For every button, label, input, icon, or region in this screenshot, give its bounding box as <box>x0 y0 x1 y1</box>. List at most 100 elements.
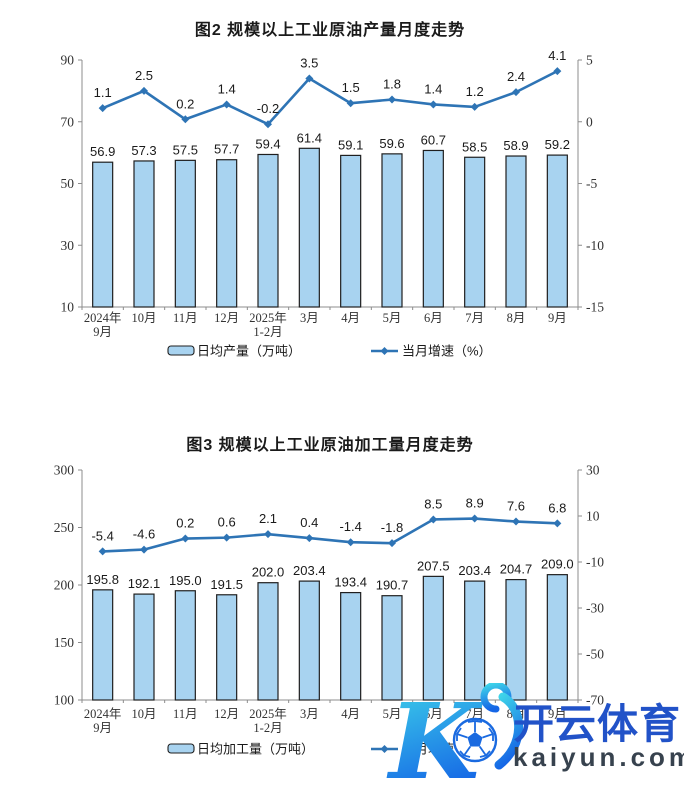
bar-value-label: 61.4 <box>297 130 322 145</box>
line-point-marker <box>429 515 438 524</box>
bar <box>92 161 114 308</box>
bar-value-label: 59.6 <box>379 136 404 151</box>
legend-bar-label: 日均产量（万吨） <box>197 344 301 359</box>
figure3-title: 图3 规模以上工业原油加工量月度走势 <box>186 437 474 454</box>
line-point-marker <box>553 67 562 76</box>
bar-value-label: 204.7 <box>500 562 533 577</box>
line-value-label: 6.8 <box>548 500 566 515</box>
line-point-marker <box>429 100 438 109</box>
left-axis-tick-label: 250 <box>54 520 75 535</box>
bar <box>174 159 196 308</box>
line-value-label: 2.5 <box>135 68 153 83</box>
bar <box>340 591 362 701</box>
line-value-label: 0.2 <box>176 516 194 531</box>
line-point-marker <box>140 545 148 554</box>
x-category-label: 8月 <box>507 311 526 325</box>
x-category-label: 3月 <box>300 707 319 721</box>
line-value-label: 0.6 <box>218 515 236 530</box>
line-point-marker <box>388 95 396 104</box>
x-category-label: 6月 <box>424 311 443 325</box>
line-point-marker <box>181 534 190 543</box>
line-value-label: 1.1 <box>94 85 112 100</box>
x-category-label: 9月 <box>93 325 112 339</box>
x-category-label: 2024年 <box>84 707 122 721</box>
line-value-label: 0.2 <box>176 96 194 111</box>
x-category-label: 7月 <box>465 311 484 325</box>
x-category-label: 10月 <box>131 311 156 325</box>
right-axis-tick-label: 0 <box>586 114 593 129</box>
x-category-label: 5月 <box>383 707 402 721</box>
legend-bar-swatch-icon <box>167 743 195 754</box>
line-point-marker <box>305 534 314 543</box>
bar-value-label: 59.2 <box>545 137 570 152</box>
bar-value-label: 203.4 <box>458 563 491 578</box>
x-category-label: 6月 <box>424 707 443 721</box>
right-axis-tick-label: 30 <box>586 463 600 478</box>
x-category-label: 11月 <box>173 707 198 721</box>
bar-value-label: 58.9 <box>503 138 528 153</box>
bar-value-label: 57.3 <box>131 143 156 158</box>
left-axis-tick-label: 150 <box>54 635 75 650</box>
left-axis-tick-label: 100 <box>54 693 75 708</box>
bar-value-label: 193.4 <box>334 575 367 590</box>
bar <box>505 155 527 308</box>
legend-bar-swatch-icon <box>167 345 195 356</box>
right-axis-tick-label: -70 <box>586 693 604 708</box>
left-axis-tick-label: 90 <box>61 53 75 68</box>
x-category-label: 7月 <box>465 707 484 721</box>
bar-value-label: 60.7 <box>421 132 446 147</box>
line-series <box>102 69 558 126</box>
x-category-label: 1-2月 <box>253 721 282 735</box>
bar <box>257 153 279 308</box>
x-category-label: 9月 <box>93 721 112 735</box>
bar-value-label: 57.7 <box>214 142 239 157</box>
right-axis-tick-label: -15 <box>586 300 604 315</box>
figure3-canvas: 100150200250300-70-50-30-1010302024年9月10… <box>54 463 604 757</box>
line-point-marker <box>553 519 562 528</box>
x-category-label: 2025年 <box>249 311 287 325</box>
watermark-soccer-ball-icon <box>452 717 498 763</box>
right-axis-tick-label: -30 <box>586 601 604 616</box>
line-series <box>102 517 558 553</box>
line-point-marker <box>140 86 148 95</box>
bar <box>174 590 196 701</box>
line-point-marker <box>181 115 190 124</box>
legend-line-marker-icon <box>380 745 389 753</box>
bar-value-label: 190.7 <box>376 578 409 593</box>
left-axis-tick-label: 50 <box>61 176 75 191</box>
bar-value-label: 207.5 <box>417 558 450 573</box>
line-point-marker <box>388 539 396 548</box>
watermark-wave-icon <box>494 692 524 770</box>
right-axis-tick-label: 5 <box>586 53 593 68</box>
bar <box>133 160 155 308</box>
bar <box>340 154 362 308</box>
left-axis-tick-label: 10 <box>61 300 75 315</box>
left-axis-tick-label: 300 <box>54 463 75 478</box>
right-axis-tick-label: -10 <box>586 238 604 253</box>
bar <box>464 156 486 308</box>
line-point-marker <box>98 547 107 556</box>
line-point-marker <box>470 102 479 111</box>
line-value-label: -5.4 <box>91 528 113 543</box>
watermark-logo-svg: K 开云体育 kaiyun.com <box>386 680 684 796</box>
line-point-marker <box>346 538 355 547</box>
x-category-label: 11月 <box>173 311 198 325</box>
x-category-label: 2025年 <box>249 707 287 721</box>
bar-value-label: 59.1 <box>338 137 363 152</box>
x-category-label: 4月 <box>341 707 360 721</box>
bar-value-label: 209.0 <box>541 557 574 572</box>
x-category-label: 5月 <box>383 311 402 325</box>
line-point-marker <box>346 99 355 108</box>
line-point-marker <box>512 88 520 97</box>
right-axis-tick-label: -5 <box>586 176 597 191</box>
watermark-brand-cn: 开云体育 <box>513 701 681 747</box>
line-value-label: 4.1 <box>548 48 566 63</box>
line-value-label: 8.9 <box>466 496 484 511</box>
bar-value-label: 191.5 <box>210 577 243 592</box>
line-value-label: -1.4 <box>339 519 361 534</box>
line-value-label: 7.6 <box>507 499 525 514</box>
legend-line-label: 当月增速（%） <box>402 344 492 359</box>
line-value-label: 2.1 <box>259 511 277 526</box>
bar <box>298 580 320 701</box>
